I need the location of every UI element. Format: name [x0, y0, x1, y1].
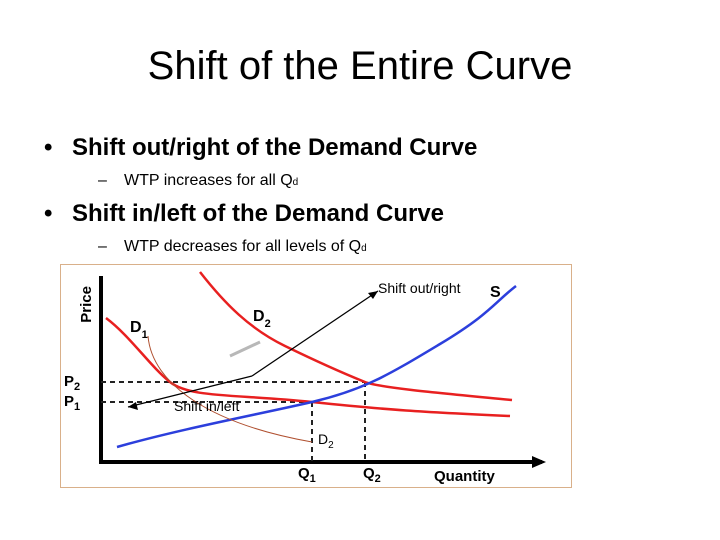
shift-out-label: Shift out/right	[378, 280, 461, 296]
supply-curve	[116, 285, 517, 449]
d2-extra-subscript: 2	[328, 440, 334, 451]
bullet-text: Shift in/left of the Demand Curve	[72, 200, 445, 227]
p2-letter: P	[64, 373, 74, 390]
d1-letter: D	[130, 319, 142, 336]
shift-out-arrowhead	[368, 291, 378, 299]
demand-curve-d1	[105, 317, 511, 418]
x-axis-arrowhead	[532, 456, 546, 468]
dash-marker: –	[98, 172, 107, 189]
q1-label: Q1	[298, 465, 316, 485]
superscript: d	[292, 177, 299, 188]
shift-in-arrow-line	[127, 375, 253, 408]
bullet-text: Shift out/right of the Demand Curve	[72, 134, 478, 161]
p2-label: P2	[64, 373, 80, 393]
slide-title: Shift of the Entire Curve	[147, 44, 573, 88]
p1-label: P1	[64, 393, 80, 413]
supply-label: S	[490, 284, 501, 301]
d2-subscript: 2	[265, 318, 271, 330]
grey-shift-hint	[229, 340, 261, 358]
p2-subscript: 2	[74, 381, 80, 393]
d2-label: D2	[253, 308, 271, 330]
d1-label: D1	[130, 319, 148, 341]
price-axis-label: Price	[78, 286, 95, 323]
sub-bullet-text: WTP increases for all Q	[124, 172, 293, 189]
bullet-marker: •	[44, 200, 53, 227]
q2-letter: Q	[363, 465, 375, 482]
q1-letter: Q	[298, 465, 310, 482]
p1-letter: P	[64, 393, 74, 410]
shift-out-arrow-line	[251, 290, 379, 377]
d2-extra-letter: D	[318, 431, 328, 447]
sub-bullet-text: WTP decreases for all levels of Q	[124, 238, 362, 255]
shift-arc	[147, 335, 313, 443]
demand-curve-d2	[199, 271, 513, 402]
q2-label: Q2	[363, 465, 381, 485]
supply-demand-diagram: Price Quantity Shift out/right Shift in/…	[60, 264, 572, 488]
shift-in-arrowhead	[128, 402, 138, 410]
q2-subscript: 2	[375, 473, 381, 485]
bullet-marker: •	[44, 134, 53, 161]
d2-extra-label: D2	[318, 431, 334, 451]
d2-letter: D	[253, 308, 265, 325]
p1-subscript: 1	[74, 401, 80, 413]
figure-frame	[60, 264, 572, 488]
bullet-shift-out: • Shift out/right of the Demand Curve	[44, 134, 477, 162]
superscript: d	[361, 243, 367, 254]
d1-subscript: 1	[142, 329, 148, 341]
bullet-shift-in: • Shift in/left of the Demand Curve	[44, 200, 444, 228]
q1-subscript: 1	[310, 473, 316, 485]
dash-marker: –	[98, 238, 107, 255]
shift-in-label: Shift in/left	[174, 398, 239, 414]
quantity-axis-label: Quantity	[434, 468, 495, 485]
